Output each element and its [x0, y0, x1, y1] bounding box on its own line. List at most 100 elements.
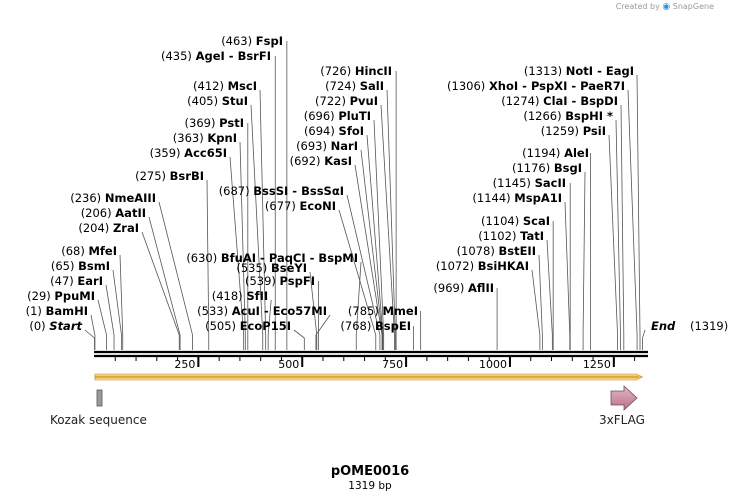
site-label-stui[interactable]: (405) StuI: [187, 94, 248, 108]
site-acui-eco57mi[interactable]: (533) AcuI - Eco57MI: [197, 304, 327, 318]
site-bsihkai[interactable]: (1072) BsiHKAI: [436, 259, 529, 273]
site-psii[interactable]: (1259) PsiI: [541, 124, 606, 138]
site-label-clai-bspdi[interactable]: (1274) ClaI - BspDI: [501, 94, 618, 108]
site-label-pspfi[interactable]: (539) PspFI: [245, 274, 315, 288]
site-label-bsihkai[interactable]: (1072) BsiHKAI: [436, 259, 529, 273]
site-scai[interactable]: (1104) ScaI: [481, 214, 550, 228]
site-label-bsssi-bsss-i[interactable]: (687) BssSI - BssSαI: [219, 184, 344, 198]
site-label-bfuai-paqci-bspmi[interactable]: (630) BfuAI - PaqCI - BspMI: [186, 251, 358, 265]
site-pvui[interactable]: (722) PvuI: [315, 94, 378, 108]
site-agei-bsrfi[interactable]: (435) AgeI - BsrFI: [161, 49, 271, 63]
site-label-bsrbi[interactable]: (275) BsrBI: [135, 169, 204, 183]
site-label-acui-eco57mi[interactable]: (533) AcuI - Eco57MI: [197, 304, 327, 318]
site-label-sali[interactable]: (724) SalI: [325, 79, 384, 93]
site-econi[interactable]: (677) EcoNI: [265, 199, 336, 213]
site-label-mmei[interactable]: (785) MmeI: [348, 304, 418, 318]
site-mmei[interactable]: (785) MmeI: [348, 304, 418, 318]
site-label-mfei[interactable]: (68) MfeI: [61, 244, 117, 258]
site-label-bsphi[interactable]: (1266) BspHI *: [523, 109, 613, 123]
site-tati[interactable]: (1102) TatI: [478, 229, 544, 243]
site-label-mspa1i[interactable]: (1144) MspA1I: [472, 191, 562, 205]
site-label-sfii[interactable]: (418) SfII: [212, 289, 268, 303]
site-label-econi[interactable]: (677) EcoNI: [265, 199, 336, 213]
site-label-bseyi[interactable]: (535) BseYI: [236, 261, 307, 275]
site-label-sfoi[interactable]: (694) SfoI: [304, 124, 364, 138]
site-nari[interactable]: (693) NarI: [296, 139, 358, 153]
site-label-psii[interactable]: (1259) PsiI: [541, 124, 606, 138]
site-clai-bspdi[interactable]: (1274) ClaI - BspDI: [501, 94, 618, 108]
site-sfoi[interactable]: (694) SfoI: [304, 124, 364, 138]
site-sali[interactable]: (724) SalI: [325, 79, 384, 93]
site-start[interactable]: (0) Start: [29, 319, 82, 333]
site-mspa1i[interactable]: (1144) MspA1I: [472, 191, 562, 205]
site-bsssi-bsss-i[interactable]: (687) BssSI - BssSαI: [219, 184, 344, 198]
site-bsrbi[interactable]: (275) BsrBI: [135, 169, 204, 183]
site-acc65i[interactable]: (359) Acc65I: [150, 146, 227, 160]
site-label-scai[interactable]: (1104) ScaI: [481, 214, 550, 228]
site-label-bsmi[interactable]: (65) BsmI: [51, 259, 110, 273]
site-pluti[interactable]: (696) PluTI: [304, 109, 371, 123]
site-label-xhoi-pspxi-paer7i[interactable]: (1306) XhoI - PspXI - PaeR7I: [447, 79, 625, 93]
site-bfuai-paqci-bspmi[interactable]: (630) BfuAI - PaqCI - BspMI: [186, 251, 358, 265]
site-label-hincii[interactable]: (726) HincII: [320, 64, 392, 78]
site-label-nmeaiii[interactable]: (236) NmeAIII: [70, 191, 156, 205]
site-ppumi[interactable]: (29) PpuMI: [27, 289, 95, 303]
site-label-alei[interactable]: (1194) AleI: [522, 146, 589, 160]
site-bseyi[interactable]: (535) BseYI: [236, 261, 307, 275]
site-label-aatii[interactable]: (206) AatII: [81, 206, 146, 220]
site-sfii[interactable]: (418) SfII: [212, 289, 268, 303]
site-kasi[interactable]: (692) KasI: [290, 154, 352, 168]
feature-3xflag[interactable]: [610, 385, 638, 411]
site-kpni[interactable]: (363) KpnI: [173, 131, 237, 145]
site-label-tati[interactable]: (1102) TatI: [478, 229, 544, 243]
site-aflii[interactable]: (969) AflII: [433, 281, 494, 295]
site-label-ecop15i[interactable]: (505) EcoP15I: [205, 319, 291, 333]
site-mfei[interactable]: (68) MfeI: [61, 244, 117, 258]
site-label-bsgi[interactable]: (1176) BsgI: [512, 161, 582, 175]
site-hincii[interactable]: (726) HincII: [320, 64, 392, 78]
site-label-kasi[interactable]: (692) KasI: [290, 154, 352, 168]
site-bsteii[interactable]: (1078) BstEII: [457, 244, 536, 258]
site-bsmi[interactable]: (65) BsmI: [51, 259, 110, 273]
site-sacii[interactable]: (1145) SacII: [493, 176, 566, 190]
site-label-bspei[interactable]: (768) BspEI: [340, 319, 411, 333]
site-stui[interactable]: (405) StuI: [187, 94, 248, 108]
site-label-msci[interactable]: (412) MscI: [193, 79, 257, 93]
site-label-psti[interactable]: (369) PstI: [185, 116, 244, 130]
site-label-ppumi[interactable]: (29) PpuMI: [27, 289, 95, 303]
site-aatii[interactable]: (206) AatII: [81, 206, 146, 220]
site-ecop15i[interactable]: (505) EcoP15I: [205, 319, 291, 333]
site-pspfi[interactable]: (539) PspFI: [245, 274, 315, 288]
site-label-bamhi[interactable]: (1) BamHI: [26, 304, 88, 318]
site-label-fspi[interactable]: (463) FspI: [221, 34, 283, 48]
site-label-nari[interactable]: (693) NarI: [296, 139, 358, 153]
site-fspi[interactable]: (463) FspI: [221, 34, 283, 48]
site-label-start[interactable]: (0) Start: [29, 319, 82, 333]
site-noti-eagi[interactable]: (1313) NotI - EagI: [524, 64, 634, 78]
site-msci[interactable]: (412) MscI: [193, 79, 257, 93]
site-label-zrai[interactable]: (204) ZraI: [78, 221, 139, 235]
site-label-end[interactable]: End (1319): [651, 319, 728, 333]
site-nmeaiii[interactable]: (236) NmeAIII: [70, 191, 156, 205]
site-label-bsteii[interactable]: (1078) BstEII: [457, 244, 536, 258]
site-alei[interactable]: (1194) AleI: [522, 146, 589, 160]
site-eari[interactable]: (47) EarI: [50, 274, 103, 288]
feature-kozak-sequence[interactable]: [96, 389, 103, 407]
site-bspei[interactable]: (768) BspEI: [340, 319, 411, 333]
site-psti[interactable]: (369) PstI: [185, 116, 244, 130]
site-bsphi[interactable]: (1266) BspHI *: [523, 109, 613, 123]
site-bamhi[interactable]: (1) BamHI: [26, 304, 88, 318]
site-bsgi[interactable]: (1176) BsgI: [512, 161, 582, 175]
site-label-kpni[interactable]: (363) KpnI: [173, 131, 237, 145]
site-label-acc65i[interactable]: (359) Acc65I: [150, 146, 227, 160]
site-label-agei-bsrfi[interactable]: (435) AgeI - BsrFI: [161, 49, 271, 63]
site-label-eari[interactable]: (47) EarI: [50, 274, 103, 288]
site-end[interactable]: End (1319): [651, 319, 728, 333]
site-label-aflii[interactable]: (969) AflII: [433, 281, 494, 295]
site-zrai[interactable]: (204) ZraI: [78, 221, 139, 235]
site-label-sacii[interactable]: (1145) SacII: [493, 176, 566, 190]
site-label-pvui[interactable]: (722) PvuI: [315, 94, 378, 108]
site-xhoi-pspxi-paer7i[interactable]: (1306) XhoI - PspXI - PaeR7I: [447, 79, 625, 93]
site-label-pluti[interactable]: (696) PluTI: [304, 109, 371, 123]
site-label-noti-eagi[interactable]: (1313) NotI - EagI: [524, 64, 634, 78]
